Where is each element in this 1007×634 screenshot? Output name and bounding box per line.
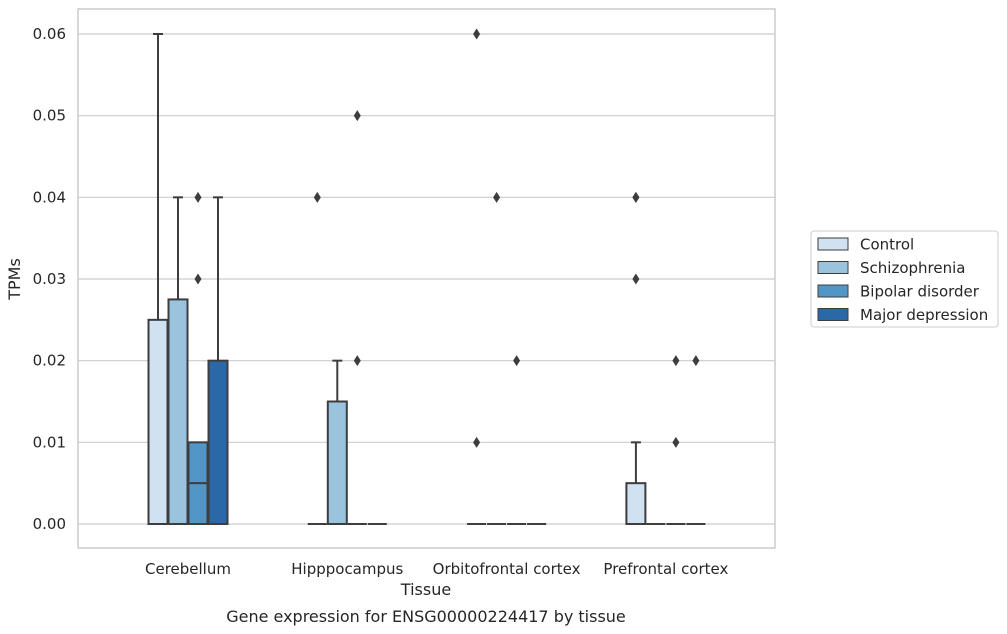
legend-label: Control bbox=[860, 236, 914, 254]
box-control bbox=[625, 441, 647, 525]
box-body bbox=[207, 359, 229, 525]
outlier-point bbox=[353, 355, 361, 367]
outlier-point bbox=[194, 273, 202, 285]
box-body bbox=[167, 298, 189, 525]
y-tick-label: 0.00 bbox=[33, 515, 66, 533]
box-bipolar-disorder bbox=[187, 441, 209, 526]
outlier-point bbox=[692, 355, 700, 367]
legend-swatch bbox=[817, 261, 849, 274]
boxes bbox=[147, 33, 706, 526]
outlier-point bbox=[632, 191, 640, 203]
x-axis-label: Tissue bbox=[400, 580, 451, 599]
box-body bbox=[326, 400, 348, 525]
box-schizophrenia bbox=[326, 359, 348, 525]
legend-label: Major depression bbox=[860, 306, 988, 324]
chart-caption: Gene expression for ENSG00000224417 by t… bbox=[226, 607, 626, 626]
y-tick-label: 0.04 bbox=[33, 188, 66, 206]
y-tick-label: 0.01 bbox=[33, 433, 66, 451]
outlier-point bbox=[194, 191, 202, 203]
outlier-point bbox=[473, 436, 481, 448]
x-tick-labels: Cerebellum Hipppocampus Orbitofrontal cort… bbox=[145, 560, 728, 578]
legend-frame bbox=[810, 230, 999, 328]
y-axis-label: TPMs bbox=[5, 258, 24, 301]
y-tick-labels: 0.00 0.01 0.02 0.03 0.04 0.05 0.06 bbox=[33, 25, 66, 533]
y-tick-label: 0.05 bbox=[33, 107, 66, 125]
box-schizophrenia bbox=[167, 196, 189, 525]
outlier-point bbox=[672, 436, 680, 448]
legend-label: Schizophrenia bbox=[860, 259, 965, 277]
y-tick-label: 0.03 bbox=[33, 270, 66, 288]
outlier-point bbox=[513, 355, 521, 367]
x-tick-label: Cerebellum bbox=[145, 560, 231, 578]
outliers bbox=[194, 28, 700, 448]
box-major-depression bbox=[207, 196, 229, 525]
outlier-point bbox=[672, 355, 680, 367]
legend-swatch bbox=[817, 237, 849, 251]
x-tick-label: Hipppocampus bbox=[291, 560, 403, 578]
outlier-point bbox=[353, 110, 361, 122]
legend-label: Bipolar disorder bbox=[860, 283, 980, 301]
y-tick-label: 0.06 bbox=[33, 25, 66, 43]
y-tick-label: 0.02 bbox=[33, 352, 66, 370]
x-tick-label: Orbitofrontal cortex bbox=[433, 560, 581, 578]
plot-frame bbox=[77, 8, 776, 549]
outlier-point bbox=[493, 191, 501, 203]
outlier-point bbox=[632, 273, 640, 285]
legend: Control Schizophrenia Bipolar disorder Majo… bbox=[810, 230, 999, 328]
outlier-point bbox=[313, 191, 321, 203]
box-body bbox=[147, 318, 169, 526]
legend-swatch bbox=[817, 308, 849, 321]
outlier-point bbox=[473, 28, 481, 40]
box-body bbox=[625, 482, 647, 525]
legend-swatch bbox=[817, 284, 849, 298]
x-tick-label: Prefrontal cortex bbox=[603, 560, 728, 578]
